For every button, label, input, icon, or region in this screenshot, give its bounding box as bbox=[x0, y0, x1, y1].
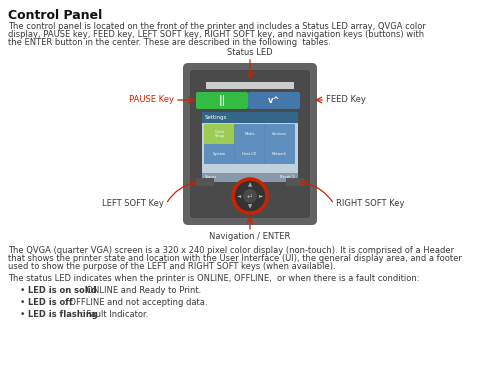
FancyBboxPatch shape bbox=[183, 63, 317, 225]
Text: Reset 1: Reset 1 bbox=[280, 176, 295, 180]
Text: : Fault Indicator.: : Fault Indicator. bbox=[81, 310, 148, 319]
Text: •: • bbox=[20, 298, 26, 307]
Text: •: • bbox=[20, 310, 26, 319]
Circle shape bbox=[243, 189, 257, 203]
Text: Services: Services bbox=[272, 132, 287, 136]
Text: •: • bbox=[20, 286, 26, 295]
Text: ◄: ◄ bbox=[237, 194, 241, 198]
Text: The QVGA (quarter VGA) screen is a 320 x 240 pixel color display (non-touch). It: The QVGA (quarter VGA) screen is a 320 x… bbox=[8, 246, 454, 255]
FancyBboxPatch shape bbox=[204, 124, 235, 144]
Text: Control Panel: Control Panel bbox=[8, 9, 102, 22]
FancyBboxPatch shape bbox=[204, 144, 235, 164]
Text: Network: Network bbox=[272, 152, 287, 156]
FancyBboxPatch shape bbox=[234, 124, 265, 144]
Bar bbox=[196, 178, 214, 186]
Text: ▲: ▲ bbox=[248, 183, 252, 188]
Bar bbox=[202, 112, 298, 123]
Text: FEED Key: FEED Key bbox=[326, 96, 366, 105]
Text: System: System bbox=[213, 152, 226, 156]
Text: ↵: ↵ bbox=[247, 191, 253, 201]
Bar bbox=[206, 82, 294, 89]
Text: the ENTER button in the center. These are described in the following  tables.: the ENTER button in the center. These ar… bbox=[8, 38, 331, 47]
Bar bbox=[202, 173, 298, 182]
Text: RIGHT SOFT Key: RIGHT SOFT Key bbox=[336, 199, 404, 209]
Text: PAUSE Key: PAUSE Key bbox=[129, 96, 174, 105]
Text: Host I/O: Host I/O bbox=[242, 152, 256, 156]
Text: v^: v^ bbox=[268, 96, 280, 105]
Text: Navigation / ENTER: Navigation / ENTER bbox=[210, 232, 290, 241]
FancyBboxPatch shape bbox=[248, 92, 300, 109]
Text: LED is flashing: LED is flashing bbox=[28, 310, 98, 319]
FancyBboxPatch shape bbox=[190, 70, 310, 218]
Bar bbox=[286, 178, 304, 186]
FancyBboxPatch shape bbox=[234, 144, 265, 164]
Text: Media: Media bbox=[244, 132, 255, 136]
Text: used to show the purpose of the LEFT and RIGHT SOFT keys (when available).: used to show the purpose of the LEFT and… bbox=[8, 262, 336, 271]
Text: that shows the printer state and location with the User Interface (UI), the gene: that shows the printer state and locatio… bbox=[8, 254, 462, 263]
FancyBboxPatch shape bbox=[196, 92, 248, 109]
Text: ||: || bbox=[218, 95, 226, 106]
Text: LED is on solid: LED is on solid bbox=[28, 286, 97, 295]
Text: The control panel is located on the front of the printer and includes a Status L: The control panel is located on the fron… bbox=[8, 22, 426, 31]
Text: display, PAUSE key, FEED key, LEFT SOFT key, RIGHT SOFT key, and navigation keys: display, PAUSE key, FEED key, LEFT SOFT … bbox=[8, 30, 424, 39]
Circle shape bbox=[233, 179, 267, 213]
Text: : OFFLINE and not accepting data.: : OFFLINE and not accepting data. bbox=[64, 298, 207, 307]
FancyBboxPatch shape bbox=[264, 124, 295, 144]
Text: The status LED indicates when the printer is ONLINE, OFFLINE,  or when there is : The status LED indicates when the printe… bbox=[8, 274, 420, 283]
Text: Status: Status bbox=[205, 176, 218, 180]
Text: Status LED: Status LED bbox=[227, 48, 273, 57]
Text: LEFT SOFT Key: LEFT SOFT Key bbox=[102, 199, 164, 209]
Text: ►: ► bbox=[259, 194, 263, 198]
Bar bbox=[202, 112, 298, 182]
Text: LED is off: LED is off bbox=[28, 298, 73, 307]
Text: Quick
Setup: Quick Setup bbox=[214, 130, 224, 138]
Text: ▼: ▼ bbox=[248, 205, 252, 209]
Text: : ONLINE and Ready to Print.: : ONLINE and Ready to Print. bbox=[81, 286, 202, 295]
Text: Settings: Settings bbox=[205, 115, 228, 120]
FancyBboxPatch shape bbox=[264, 144, 295, 164]
